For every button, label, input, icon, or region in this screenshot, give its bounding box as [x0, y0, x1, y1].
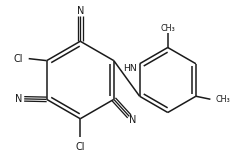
Text: N: N — [77, 6, 84, 16]
Text: N: N — [129, 115, 137, 125]
Text: CH₃: CH₃ — [160, 24, 175, 33]
Text: HN: HN — [124, 64, 137, 73]
Text: Cl: Cl — [13, 54, 23, 64]
Text: CH₃: CH₃ — [216, 95, 231, 104]
Text: Cl: Cl — [76, 142, 85, 152]
Text: N: N — [15, 94, 22, 104]
